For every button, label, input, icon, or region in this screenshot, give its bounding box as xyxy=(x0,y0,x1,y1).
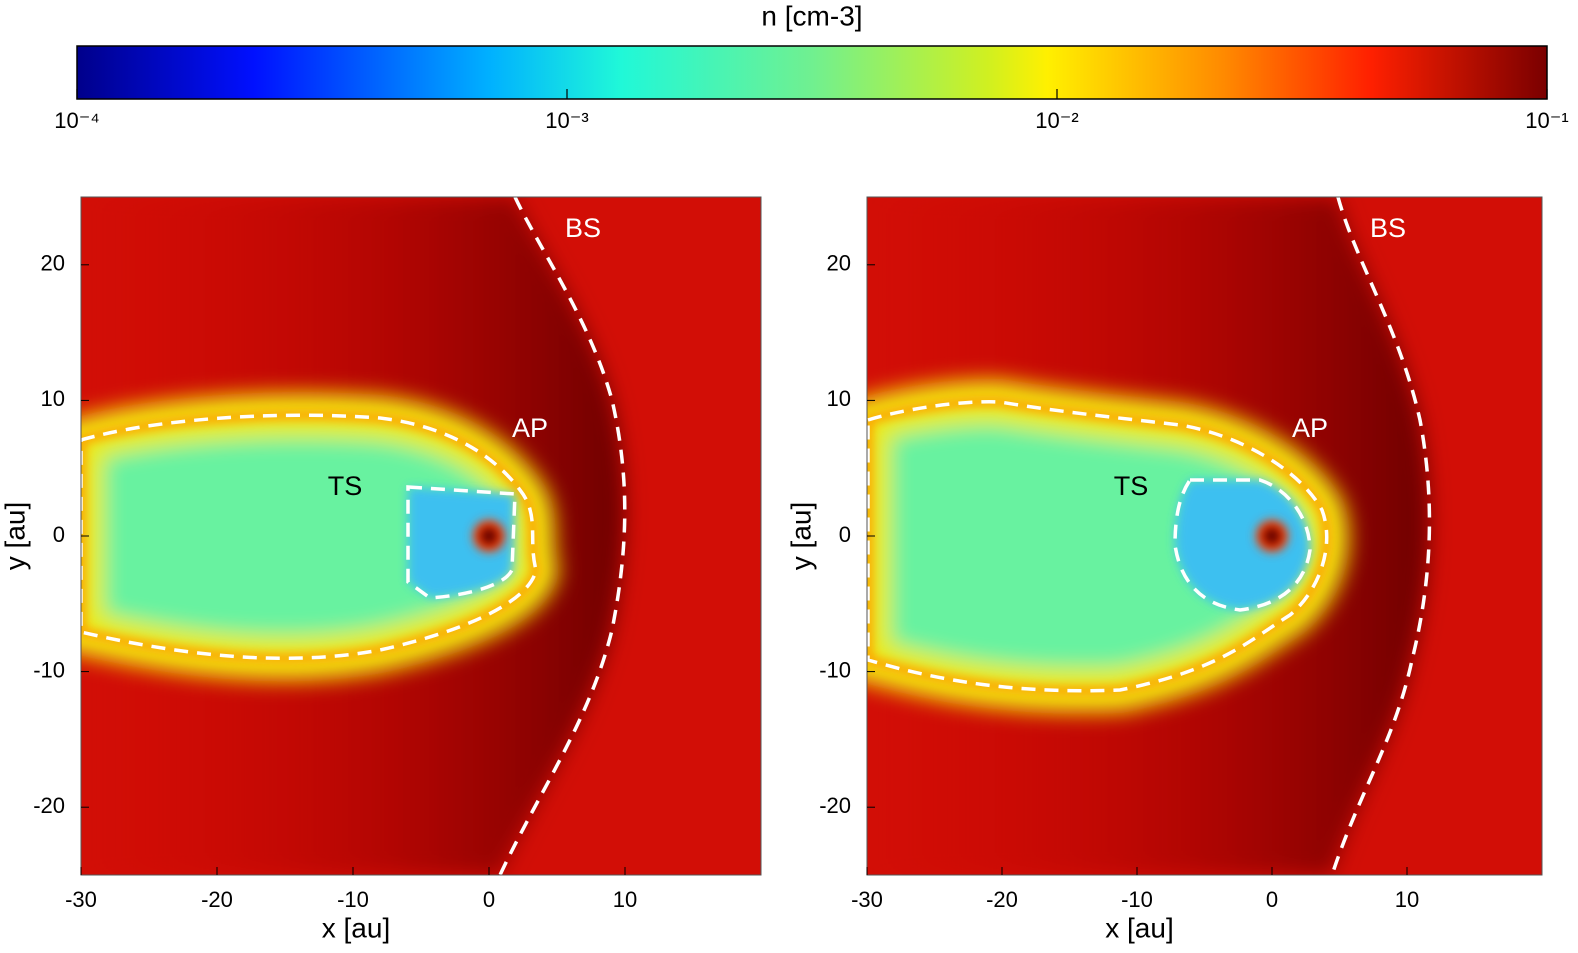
y-tick-label: 20 xyxy=(41,251,65,276)
y-tick-label: 10 xyxy=(41,386,65,411)
x-tick-label: -10 xyxy=(1121,887,1153,912)
annotation: AP xyxy=(1292,413,1328,443)
heatmap-region xyxy=(408,487,515,598)
x-axis-label: x [au] xyxy=(1105,912,1173,943)
heatmap-region xyxy=(480,527,498,545)
y-tick-label: 10 xyxy=(827,386,851,411)
contour xyxy=(867,399,1329,693)
contour xyxy=(1173,478,1312,612)
colorbar-title: n [cm-3] xyxy=(761,0,862,31)
heatmap-region xyxy=(1175,480,1310,610)
heatmap xyxy=(867,197,1542,875)
annotation: AP xyxy=(512,413,548,443)
contour xyxy=(406,485,517,600)
y-tick-label: -10 xyxy=(819,657,851,682)
annotation: TS xyxy=(328,471,363,501)
x-tick-label: -30 xyxy=(65,887,97,912)
y-tick-label: 0 xyxy=(839,522,851,547)
y-axis-label: y [au] xyxy=(0,502,30,570)
contour xyxy=(1330,197,1432,875)
y-tick-label: -20 xyxy=(33,793,65,818)
annotation: BS xyxy=(1370,213,1406,243)
colorbar-tick-label: 10⁻³ xyxy=(545,108,588,133)
colorbar-tick-label: 10⁻⁴ xyxy=(54,108,100,133)
heatmap xyxy=(81,197,761,875)
x-tick-label: -30 xyxy=(851,887,883,912)
x-axis-label: x [au] xyxy=(322,912,390,943)
x-tick-label: -20 xyxy=(201,887,233,912)
y-tick-label: 20 xyxy=(827,251,851,276)
x-tick-label: 10 xyxy=(613,887,637,912)
y-tick-label: -20 xyxy=(819,793,851,818)
x-tick-label: 0 xyxy=(483,887,495,912)
x-tick-label: -10 xyxy=(337,887,369,912)
colorbar-tick-label: 10⁻² xyxy=(1035,108,1078,133)
y-tick-label: -10 xyxy=(33,657,65,682)
x-tick-label: 10 xyxy=(1395,887,1419,912)
colorbar-tick-label: 10⁻¹ xyxy=(1525,108,1568,133)
x-tick-label: -20 xyxy=(986,887,1018,912)
annotation: TS xyxy=(1114,471,1149,501)
y-tick-label: 0 xyxy=(53,522,65,547)
y-axis-label: y [au] xyxy=(785,502,816,570)
heatmap-region xyxy=(1263,527,1281,545)
x-tick-label: 0 xyxy=(1266,887,1278,912)
colorbar xyxy=(76,45,1548,100)
contour xyxy=(81,413,538,660)
annotation: BS xyxy=(565,213,601,243)
